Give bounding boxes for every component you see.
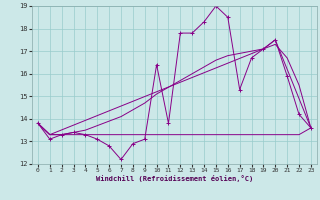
X-axis label: Windchill (Refroidissement éolien,°C): Windchill (Refroidissement éolien,°C) bbox=[96, 175, 253, 182]
